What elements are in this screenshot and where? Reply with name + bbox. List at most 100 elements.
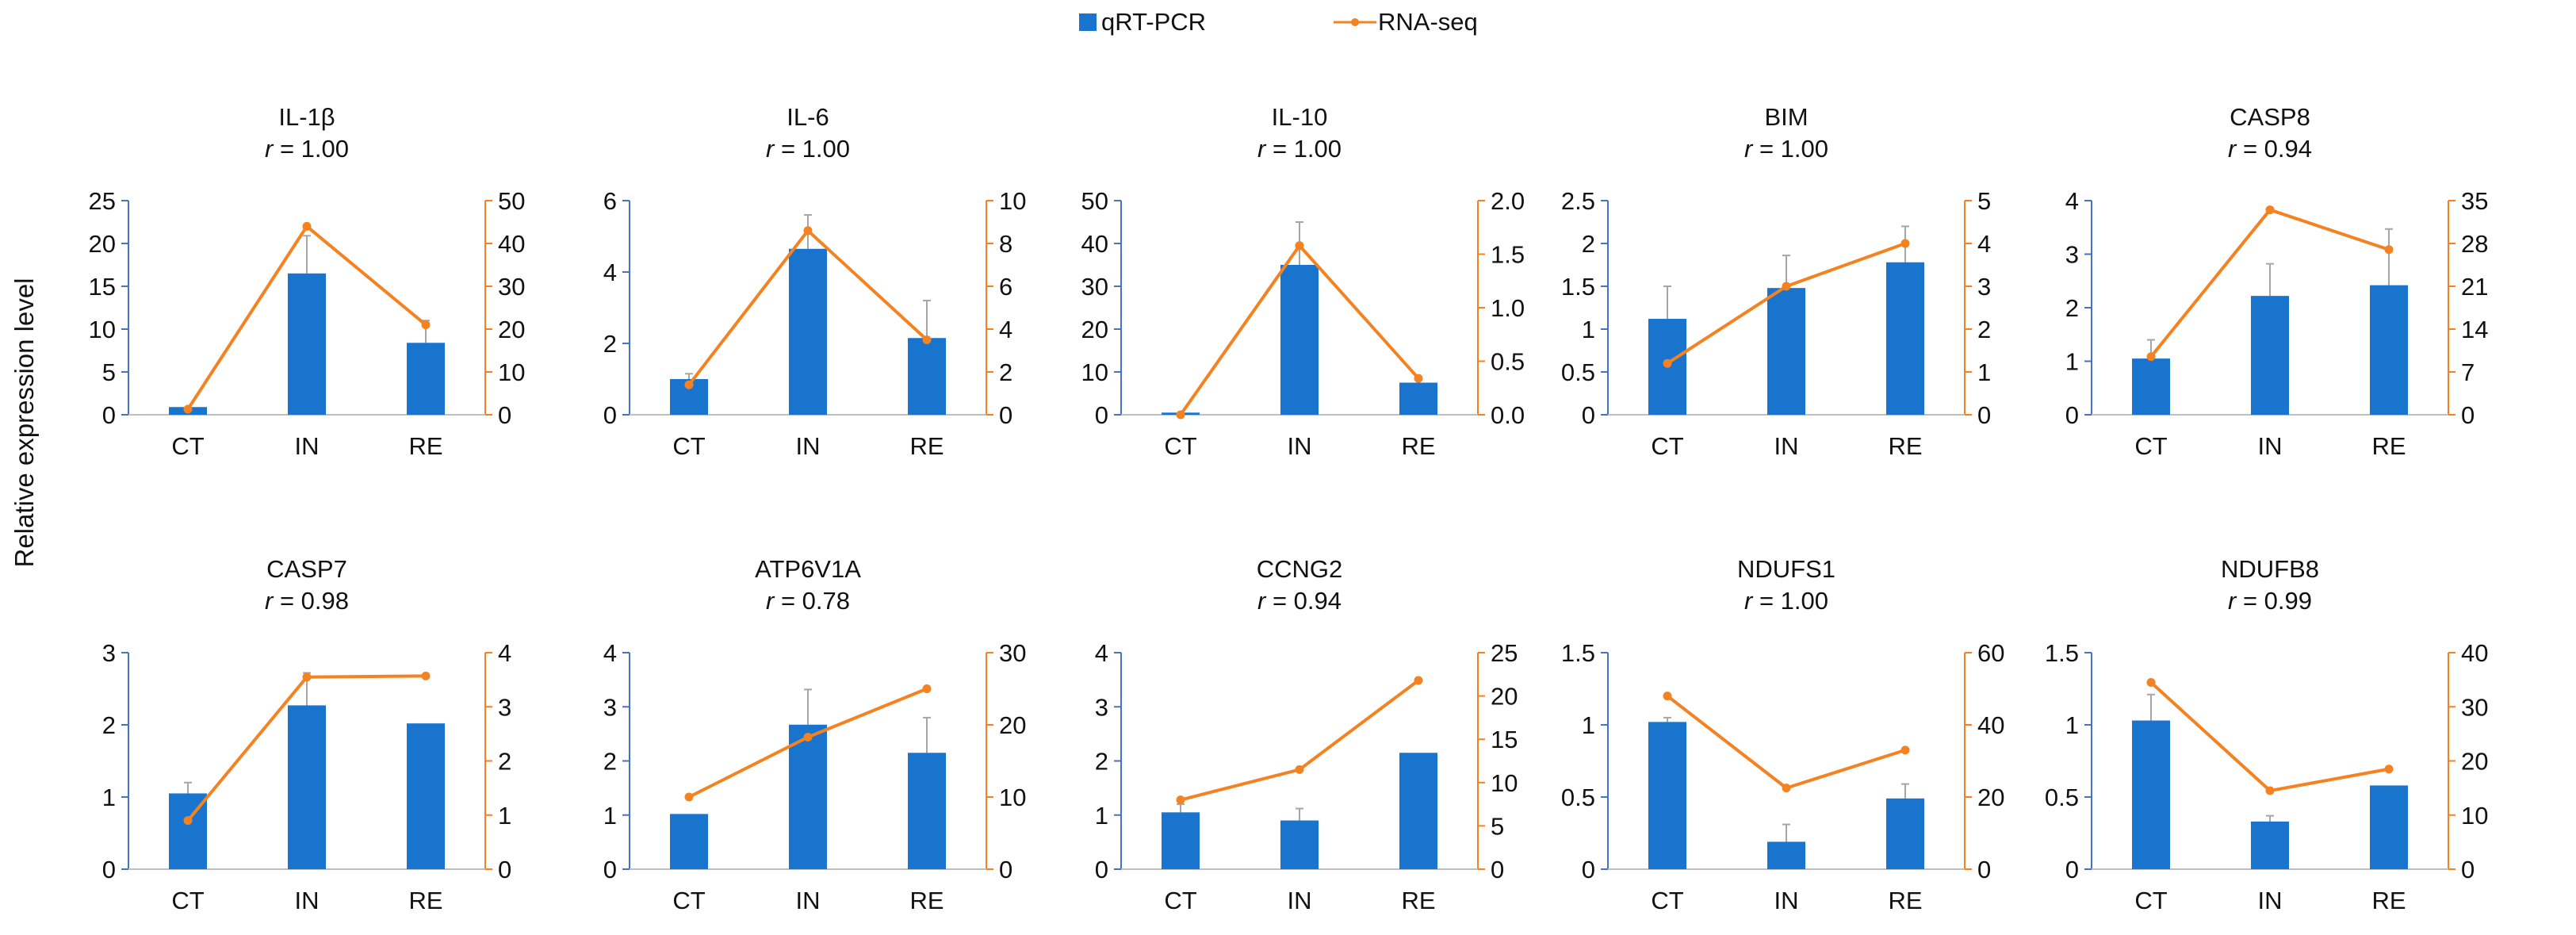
right-axis-tick-label: 15 <box>1491 726 1518 753</box>
right-axis-tick-label: 30 <box>2461 693 2488 721</box>
right-axis-tick-label: 2 <box>999 358 1012 386</box>
left-axis-tick-label: 1 <box>102 784 116 811</box>
correlation-symbol: r <box>265 587 274 615</box>
right-axis-tick-label: 30 <box>498 273 525 301</box>
category-label: RE <box>909 887 944 914</box>
left-axis-tick-label: 0.5 <box>2045 784 2079 811</box>
rna-seq-point <box>2265 205 2275 215</box>
left-axis-tick-label: 4 <box>2065 187 2079 215</box>
rna-seq-point <box>302 221 312 231</box>
left-axis-tick-label: 0 <box>603 401 617 429</box>
left-axis-tick-label: 0 <box>102 856 116 883</box>
category-label: CT <box>2134 432 2167 460</box>
chart-correlation: r = 1.00 <box>766 135 850 163</box>
legend-bar-label: qRT-PCR <box>1101 8 1206 36</box>
right-axis-tick-label: 14 <box>2461 316 2488 343</box>
left-axis-tick-label: 0 <box>1582 401 1595 429</box>
left-axis-tick-label: 1 <box>603 802 617 830</box>
right-axis-tick-label: 6 <box>999 273 1012 301</box>
chart-casp7: CASP7 r = 0.98 0 1 2 3 0 1 2 3 4 CT IN RE <box>102 555 512 914</box>
bar-in <box>2251 821 2289 869</box>
correlation-symbol: r <box>265 135 274 163</box>
category-label: RE <box>909 432 944 460</box>
chart-title: BIM <box>1764 103 1808 131</box>
right-axis-tick-label: 4 <box>1977 230 1991 258</box>
bar-re <box>908 753 946 869</box>
left-axis-tick-label: 0 <box>1095 856 1108 883</box>
bar-in <box>2251 296 2289 415</box>
right-axis-tick-label: 20 <box>1491 683 1518 711</box>
correlation-symbol: r <box>766 135 775 163</box>
y-axis-label: Relative expression level <box>10 278 39 567</box>
category-label: CT <box>171 887 204 914</box>
rna-seq-point <box>1663 358 1672 368</box>
left-axis-tick-label: 2 <box>603 330 617 358</box>
rna-seq-point <box>1414 374 1423 383</box>
left-axis-tick-label: 1 <box>1582 711 1595 739</box>
rna-seq-point <box>803 226 813 236</box>
left-axis-tick-label: 4 <box>1095 639 1108 667</box>
rna-seq-point <box>183 404 193 414</box>
right-axis-tick-label: 10 <box>498 358 525 386</box>
correlation-symbol: r <box>2228 587 2237 615</box>
rna-seq-point <box>1782 784 1791 793</box>
rna-seq-point <box>302 673 312 682</box>
chart-title: CASP7 <box>266 555 347 583</box>
bar-re <box>2370 785 2408 869</box>
chart-atp6v1a: ATP6V1A r = 0.78 0 1 2 3 4 0 10 20 30 CT IN RE <box>603 555 1027 914</box>
bar-ct <box>1648 722 1686 869</box>
rna-seq-point <box>2265 786 2275 795</box>
right-axis-tick-label: 8 <box>999 230 1012 258</box>
bar-ct <box>2132 358 2170 415</box>
rna-seq-point <box>421 320 431 330</box>
left-axis-tick-label: 20 <box>1081 316 1108 343</box>
left-axis-tick-label: 1 <box>1582 316 1595 343</box>
correlation-symbol: r <box>1744 135 1754 163</box>
chart-title: NDUFS1 <box>1737 555 1835 583</box>
chart-title: CASP8 <box>2230 103 2310 131</box>
chart-correlation: r = 1.00 <box>1744 587 1828 615</box>
left-axis-tick-label: 1 <box>2065 348 2079 376</box>
right-axis-tick-label: 0.0 <box>1491 401 1525 429</box>
rna-seq-point <box>183 816 193 826</box>
left-axis-tick-label: 2 <box>2065 294 2079 322</box>
bar-ct <box>1162 812 1200 869</box>
chart-il-6: IL-6 r = 1.00 0 2 4 6 0 2 4 6 8 10 CT IN RE <box>603 103 1027 460</box>
category-label: RE <box>408 432 442 460</box>
category-label: IN <box>796 432 821 460</box>
left-axis-tick-label: 4 <box>603 639 617 667</box>
bar-in <box>789 724 827 869</box>
right-axis-tick-label: 10 <box>999 784 1026 811</box>
category-label: IN <box>295 887 320 914</box>
legend-bar-swatch <box>1079 13 1097 31</box>
category-label: RE <box>1401 887 1435 914</box>
rna-seq-point <box>684 380 694 389</box>
chart-ndufs1: NDUFS1 r = 1.00 0 0.5 1 1.5 0 20 40 60 CT IN RE <box>1561 555 2005 914</box>
rna-seq-point <box>1900 745 1910 755</box>
right-axis-tick-label: 50 <box>498 187 525 215</box>
category-label: CT <box>1164 887 1196 914</box>
right-axis-tick-label: 0 <box>1491 856 1504 883</box>
left-axis-tick-label: 5 <box>102 358 116 386</box>
category-label: IN <box>796 887 821 914</box>
rna-seq-point <box>2146 352 2156 362</box>
bar-ct <box>670 814 708 869</box>
rna-seq-point <box>1782 282 1791 291</box>
rna-seq-point <box>922 684 932 693</box>
category-label: RE <box>2371 887 2406 914</box>
left-axis-tick-label: 1.5 <box>1561 639 1595 667</box>
left-axis-tick-label: 2 <box>1095 748 1108 776</box>
right-axis-tick-label: 0.5 <box>1491 348 1525 376</box>
right-axis-tick-label: 20 <box>999 711 1026 739</box>
bar-in <box>1280 820 1319 869</box>
right-axis-tick-label: 5 <box>1491 812 1504 840</box>
bar-re <box>407 343 445 415</box>
left-axis-tick-label: 2 <box>1582 230 1595 258</box>
right-axis-tick-label: 21 <box>2461 273 2488 301</box>
rna-seq-point <box>803 732 813 741</box>
chart-casp8: CASP8 r = 0.94 0 1 2 3 4 0 7 14 21 28 35 CT IN RE <box>2065 103 2489 460</box>
category-label: RE <box>1888 887 1922 914</box>
chart-il-10: IL-10r = 1.00010203040500.00.51.01.52.0C… <box>1081 103 1525 460</box>
right-axis-tick-label: 10 <box>999 187 1026 215</box>
bar-in <box>1280 265 1319 415</box>
